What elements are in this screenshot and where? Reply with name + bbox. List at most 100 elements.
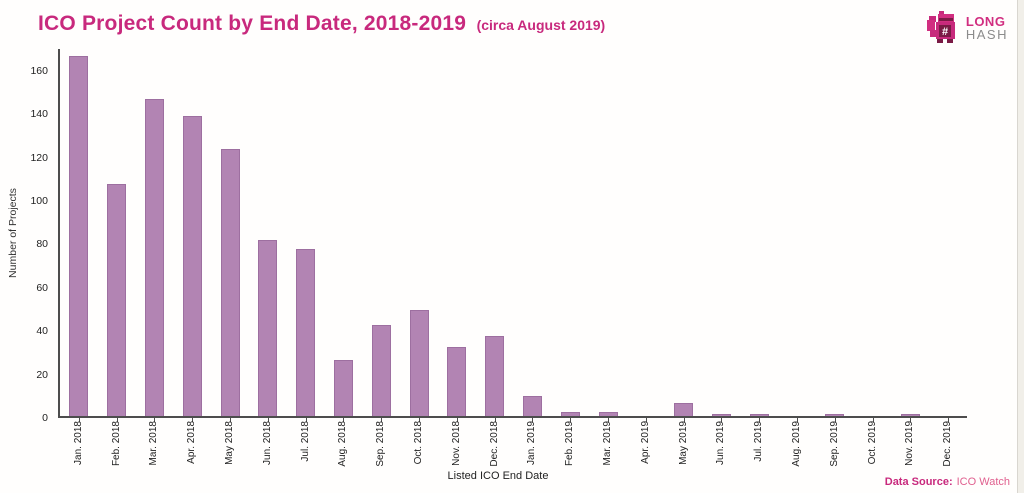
x-tick-label: Aug. 2018 — [337, 421, 349, 467]
bar — [598, 412, 618, 416]
y-tick-label: 40 — [36, 325, 48, 338]
bar-slot: Mar. 2018 — [136, 49, 174, 465]
x-axis-tick — [797, 418, 799, 422]
bar — [69, 56, 89, 416]
bar — [258, 240, 278, 416]
x-tick-label: Dec. 2019 — [942, 421, 954, 467]
bar-slot: Jan. 2019 — [514, 49, 552, 465]
x-axis-title: Listed ICO End Date — [447, 470, 549, 482]
x-axis-tick — [381, 418, 383, 422]
bar-slot: Apr. 2019 — [627, 49, 665, 464]
bar-slot: Aug. 2019 — [778, 49, 816, 467]
x-axis-tick — [230, 418, 232, 422]
bar — [522, 396, 542, 416]
bar — [485, 336, 505, 416]
logo-word-hash: HASH — [965, 27, 1008, 42]
y-tick-label: 160 — [30, 64, 48, 77]
bar — [409, 310, 429, 416]
x-tick-label: Sep. 2019 — [828, 421, 840, 467]
x-axis-tick — [721, 418, 723, 422]
bar-slot: Apr. 2018 — [173, 49, 211, 464]
bar — [371, 325, 391, 416]
bar-slot: Mar. 2019 — [589, 49, 627, 465]
x-tick-label: May 2018 — [224, 421, 236, 465]
y-tick-label: 120 — [30, 151, 48, 164]
y-tick-label: 20 — [36, 368, 48, 381]
x-axis-tick — [78, 418, 80, 422]
x-tick-label: Apr. 2019 — [639, 421, 651, 464]
x-tick-label: Mar. 2018 — [148, 421, 160, 466]
x-axis-tick — [343, 418, 345, 422]
x-axis-tick — [456, 418, 458, 422]
y-tick-label: 140 — [30, 108, 48, 121]
y-tick-label: 100 — [30, 194, 48, 207]
x-tick-label: Jan. 2019 — [526, 421, 538, 465]
bar — [749, 414, 769, 416]
y-axis-title: Number of Projects — [7, 188, 19, 278]
x-axis-tick — [645, 418, 647, 422]
x-axis-tick — [494, 418, 496, 422]
y-tick-label: 0 — [42, 412, 48, 424]
y-axis-tick-labels: 0 20 40 60 80 100 120 140 160 — [0, 49, 54, 424]
x-tick-label: Apr. 2018 — [186, 421, 198, 464]
bar-slot: Jul. 2019 — [740, 49, 778, 462]
x-axis-tick — [570, 418, 572, 422]
x-axis-tick — [154, 418, 156, 422]
y-tick-label: 80 — [36, 238, 48, 251]
x-tick-label: Jun. 2018 — [261, 421, 273, 465]
x-axis-tick — [759, 418, 761, 422]
svg-text:#: # — [942, 26, 948, 38]
x-axis-tick — [834, 418, 836, 422]
x-axis-tick — [305, 418, 307, 422]
x-tick-label: Jul. 2019 — [753, 421, 765, 462]
bar — [447, 347, 467, 416]
x-axis-tick — [116, 418, 118, 422]
logo-word-long: LONG — [965, 14, 1006, 29]
bar — [711, 414, 731, 416]
x-tick-label: Feb. 2018 — [110, 421, 122, 467]
page-title: ICO Project Count by End Date, 2018-2019 — [38, 12, 467, 35]
x-axis-tick — [608, 418, 610, 422]
x-tick-label: Sep. 2018 — [375, 421, 387, 467]
bar-slot: Oct. 2018 — [400, 49, 438, 464]
x-tick-label: Dec. 2018 — [488, 421, 500, 467]
x-axis-tick — [910, 418, 912, 422]
bar-slot: Dec. 2018 — [476, 49, 514, 467]
data-source: Data Source: ICO Watch — [885, 476, 1010, 488]
page-edge-strip — [1017, 0, 1024, 493]
bar-slot: Jun. 2018 — [249, 49, 287, 465]
bar-slot: Feb. 2019 — [551, 49, 589, 466]
bar — [296, 249, 316, 416]
bar-series: Jan. 2018 Feb. 2018 Mar. 2018 Apr. 2018 May … — [60, 49, 967, 467]
x-tick-label: Jun. 2019 — [715, 421, 727, 465]
bar-slot: Aug. 2018 — [325, 49, 363, 467]
bar — [107, 184, 127, 416]
x-axis-tick — [419, 418, 421, 422]
x-axis-tick — [532, 418, 534, 422]
bar-slot: Jul. 2018 — [287, 49, 325, 462]
bar — [560, 412, 580, 416]
x-tick-label: Mar. 2019 — [602, 421, 614, 466]
bar-slot: Oct. 2019 — [854, 49, 892, 464]
bar — [825, 414, 845, 416]
bar-slot: May 2019 — [665, 49, 703, 465]
x-tick-label: May 2019 — [677, 421, 689, 465]
bar-slot: Nov. 2019 — [892, 49, 930, 466]
x-tick-label: Jul. 2018 — [299, 421, 311, 462]
bar — [333, 360, 353, 416]
bar-slot: Jan. 2018 — [60, 49, 98, 465]
page-subtitle: (circa August 2019) — [476, 17, 606, 33]
bar — [182, 116, 202, 416]
bar — [674, 403, 694, 416]
plot-area: Jan. 2018 Feb. 2018 Mar. 2018 Apr. 2018 May … — [58, 49, 967, 467]
x-axis-tick — [683, 418, 685, 422]
x-axis-tick — [192, 418, 194, 422]
longhash-logo-text: LONG HASH — [966, 15, 1008, 41]
bar-slot: Feb. 2018 — [98, 49, 136, 466]
bar-slot: Jun. 2019 — [703, 49, 741, 465]
bar-slot: Sep. 2018 — [362, 49, 400, 467]
x-tick-label: Jan. 2018 — [72, 421, 84, 465]
x-tick-label: Nov. 2018 — [450, 421, 462, 466]
data-source-label: Data Source: — [884, 476, 953, 488]
